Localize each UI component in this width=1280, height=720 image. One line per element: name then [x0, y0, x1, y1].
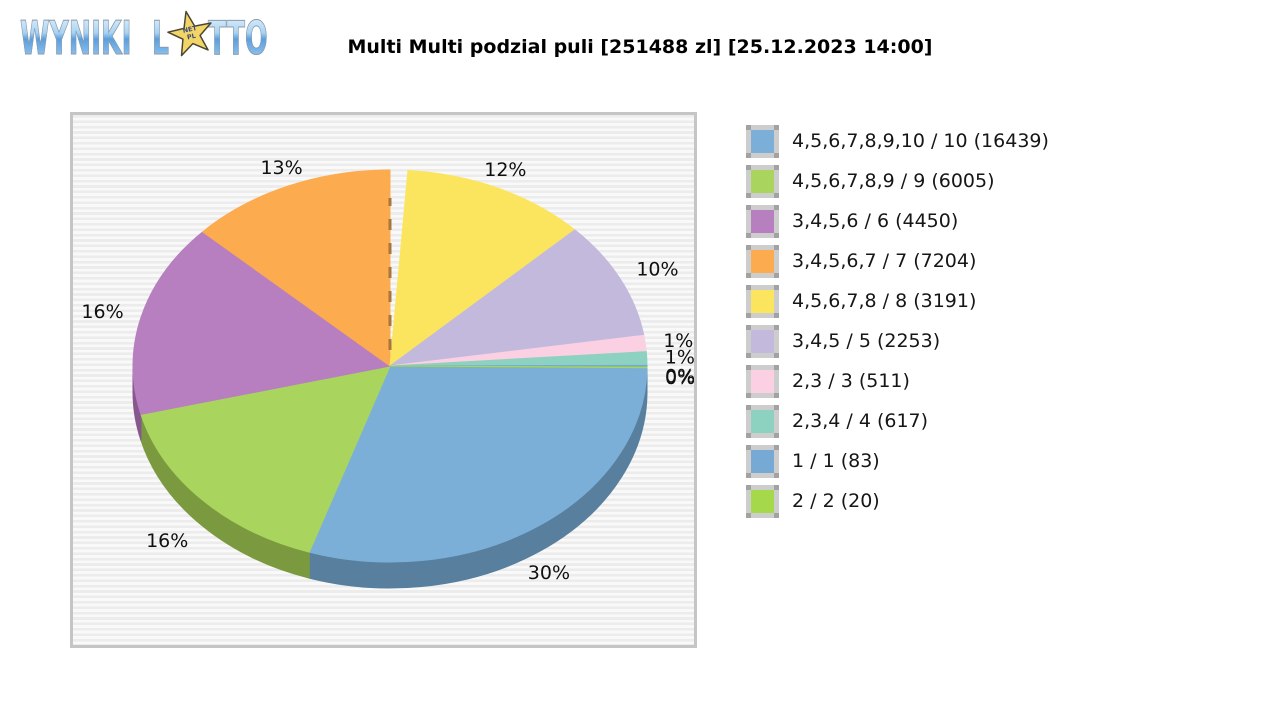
pie-chart: 30%16%16%13% 12%10%1%1%0%0%	[81, 157, 694, 589]
pie-slice	[389, 229, 645, 367]
legend-swatch-color	[751, 329, 774, 353]
legend-label: 3,4,5 / 5 (2253)	[792, 330, 941, 352]
legend-item: 3,4,5,6,7 / 7 (7204)	[746, 241, 1049, 281]
legend-label: 3,4,5,6,7 / 7 (7204)	[792, 250, 977, 272]
legend-swatch-color	[751, 409, 774, 433]
pie-slice	[389, 365, 648, 369]
page-title: Multi Multi podzial puli [251488 zl] [25…	[347, 36, 933, 58]
logo-word-tto: TTO	[208, 11, 268, 65]
legend-item: 2,3 / 3 (511)	[746, 361, 1049, 401]
legend-swatch-color	[751, 449, 774, 473]
pie-slice	[132, 231, 391, 415]
legend-swatch-color	[751, 129, 774, 153]
legend-swatch	[746, 364, 779, 398]
legend-label: 2,3,4 / 4 (617)	[792, 410, 929, 432]
pie-slice	[389, 169, 576, 367]
legend-item: 4,5,6,7,8 / 8 (3191)	[746, 281, 1049, 321]
legend-label: 1 / 1 (83)	[792, 450, 880, 472]
legend-swatch-color	[751, 489, 774, 513]
legend-item: 3,4,5,6 / 6 (4450)	[746, 201, 1049, 241]
legend-item: 3,4,5 / 5 (2253)	[746, 321, 1049, 361]
legend-swatch	[746, 244, 779, 278]
legend-label: 2,3 / 3 (511)	[792, 370, 910, 392]
legend-swatch	[746, 324, 779, 358]
legend-swatch-color	[751, 209, 774, 233]
legend-item: 2 / 2 (20)	[746, 481, 1049, 521]
logo-word-wyniki: WYNIKI	[20, 11, 132, 65]
wyniki-lotto-logo[interactable]: WYNIKI L NET PL TTO	[20, 10, 268, 65]
pie-slice	[202, 169, 391, 367]
pie-percent-label: 0%	[665, 367, 694, 389]
pie-percent-label: 0%	[665, 365, 694, 387]
legend-label: 4,5,6,7,8,9,10 / 10 (16439)	[792, 130, 1049, 152]
legend-swatch	[746, 404, 779, 438]
pie-slice	[140, 365, 391, 553]
pie-slice	[308, 365, 648, 563]
pie-percent-label: 10%	[636, 259, 678, 281]
legend-swatch	[746, 284, 779, 318]
legend-label: 4,5,6,7,8,9 / 9 (6005)	[792, 170, 995, 192]
legend: 4,5,6,7,8,9,10 / 10 (16439) 4,5,6,7,8,9 …	[746, 121, 1049, 521]
logo-word-l: L	[152, 11, 170, 65]
legend-swatch	[746, 204, 779, 238]
legend-item: 2,3,4 / 4 (617)	[746, 401, 1049, 441]
pie-percent-label: 1%	[663, 330, 693, 352]
logo-star-text-1: NET	[182, 24, 198, 35]
legend-item: 4,5,6,7,8,9,10 / 10 (16439)	[746, 121, 1049, 161]
legend-swatch	[746, 164, 779, 198]
legend-item: 1 / 1 (83)	[746, 441, 1049, 481]
legend-swatch-color	[751, 369, 774, 393]
legend-label: 3,4,5,6 / 6 (4450)	[792, 210, 959, 232]
legend-label: 4,5,6,7,8 / 8 (3191)	[792, 290, 977, 312]
legend-swatch-color	[751, 289, 774, 313]
pie-percent-label: 12%	[484, 159, 526, 181]
pie-percent-label: 16%	[81, 301, 123, 323]
logo-star-icon: NET PL	[167, 10, 212, 57]
pie-percent-label: 16%	[146, 530, 188, 552]
legend-swatch-color	[751, 249, 774, 273]
pie-percent-label: 1%	[665, 347, 694, 369]
legend-swatch	[746, 444, 779, 478]
legend-label: 2 / 2 (20)	[792, 490, 880, 512]
pie-percent-label: 13%	[260, 157, 302, 179]
legend-swatch	[746, 484, 779, 518]
legend-item: 4,5,6,7,8,9 / 9 (6005)	[746, 161, 1049, 201]
legend-swatch-color	[751, 169, 774, 193]
chart-frame: 30% 16% 16% 13% 12% 10% 1% 1% 0% 0%	[70, 112, 697, 648]
logo-star-text-2: PL	[186, 32, 196, 42]
pie-percent-label: 30%	[528, 562, 570, 584]
legend-swatch	[746, 124, 779, 158]
